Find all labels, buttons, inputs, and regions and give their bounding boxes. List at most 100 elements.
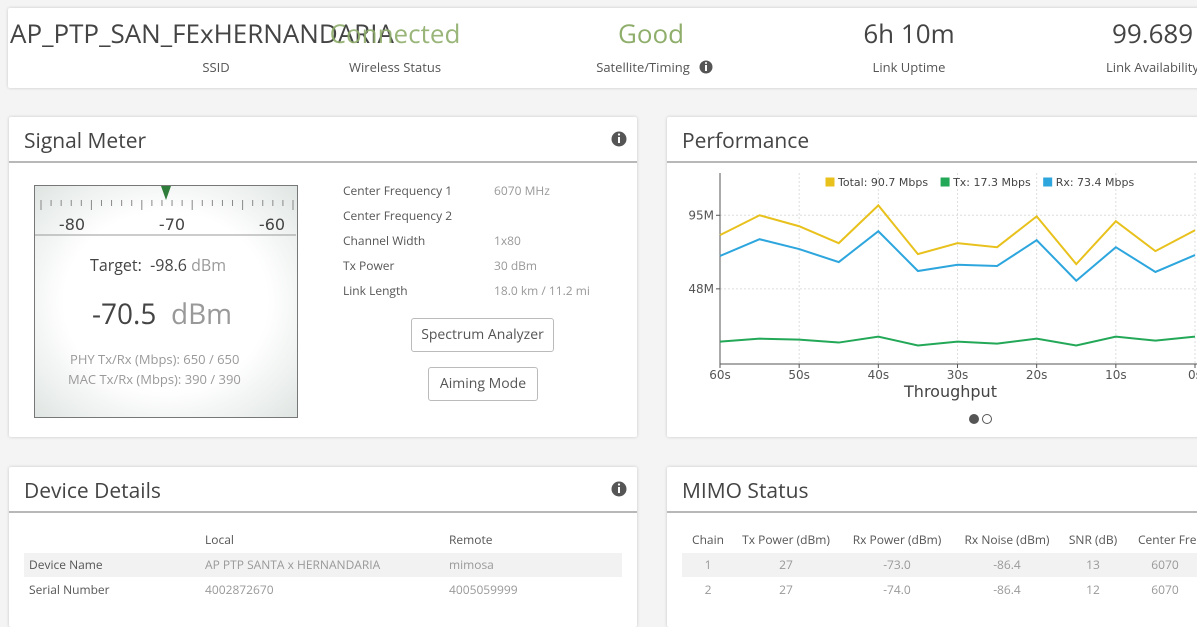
mac-label: MAC Tx/Rx (Mbps):	[68, 370, 182, 388]
info-label: Center Frequency 2	[343, 207, 453, 224]
carousel-dot[interactable]	[969, 414, 979, 424]
mac: MAC Tx/Rx (Mbps): 390 / 390	[68, 370, 241, 388]
device-details-panel	[9, 467, 637, 627]
phy-label: PHY Tx/Rx (Mbps):	[70, 350, 180, 368]
series-line	[719, 203, 1196, 266]
gauge-label: -70	[159, 215, 185, 234]
legend-swatch	[939, 176, 951, 188]
divider	[667, 161, 1197, 163]
cell: AP PTP SANTA x HERNANDARIA	[205, 556, 381, 573]
availability-value: 99.689	[1112, 15, 1194, 51]
gauge-label: -80	[59, 215, 85, 234]
cell: Serial Number	[29, 581, 110, 598]
series-line	[719, 335, 1196, 347]
timing-value: Good	[617, 15, 685, 51]
cell: 2	[704, 581, 712, 598]
info-label: Tx Power	[343, 257, 395, 274]
cell: 13	[1086, 556, 1100, 573]
divider	[9, 161, 637, 163]
series-line	[719, 229, 1196, 283]
cell: 4002872670	[205, 581, 274, 598]
cell: -73.0	[883, 556, 911, 573]
aiming-mode-button[interactable]: Aiming Mode	[428, 367, 538, 401]
info-label: Channel Width	[343, 232, 426, 249]
x-tick-label: 50s	[788, 368, 810, 382]
signal-unit: dBm	[170, 295, 233, 333]
uptime-value: 6h 10m	[863, 15, 955, 51]
legend-label: Tx: 17.3 Mbps	[952, 176, 1031, 189]
target-label: Target:	[90, 254, 142, 276]
phy-value: 650 / 650	[183, 350, 240, 368]
x-tick-label: 20s	[1026, 368, 1048, 382]
info-value: 6070 MHz	[494, 182, 550, 199]
signal-value: -70.5	[92, 295, 157, 333]
legend-swatch	[824, 176, 836, 188]
panel-title: Performance	[682, 127, 810, 155]
y-tick-label: 48M	[688, 282, 714, 296]
info-value: 18.0 km / 11.2 mi	[494, 282, 590, 299]
info-value: 30 dBm	[494, 257, 538, 274]
column-header: Chain	[692, 531, 724, 548]
row-bg	[24, 553, 622, 577]
info-label: Center Frequency 1	[343, 182, 453, 199]
availability-label: Link Availability	[1106, 58, 1197, 76]
target-value: -98.6	[150, 254, 187, 276]
timing-label: Satellite/Timing	[596, 58, 690, 76]
column-header: SNR (dB)	[1068, 531, 1118, 548]
legend-label: Total: 90.7 Mbps	[837, 176, 928, 189]
legend-swatch	[1042, 176, 1054, 188]
ssid-label: SSID	[202, 58, 230, 76]
mac-value: 390 / 390	[184, 370, 241, 388]
divider	[667, 511, 1197, 513]
cell: 27	[779, 581, 793, 598]
x-tick-label: 0s	[1188, 368, 1197, 382]
x-tick-label: 30s	[947, 368, 969, 382]
cell: mimosa	[449, 556, 494, 573]
info-value: 1x80	[494, 232, 521, 249]
phy: PHY Tx/Rx (Mbps): 650 / 650	[70, 350, 239, 368]
panel-title: Signal Meter	[24, 127, 147, 155]
cell: Device Name	[29, 556, 103, 573]
info-icon-glyph	[618, 65, 707, 493]
spectrum-analyzer-button[interactable]: Spectrum Analyzer	[411, 318, 554, 352]
legend-label: Rx: 73.4 Mbps	[1056, 176, 1135, 189]
x-tick-label: 60s	[709, 368, 731, 382]
column-header: Tx Power (dBm)	[742, 531, 830, 548]
carousel-dot[interactable]	[982, 414, 992, 424]
gauge-box	[34, 185, 298, 418]
info-label: Link Length	[343, 282, 408, 299]
signal: -70.5 dBm	[92, 295, 232, 333]
info-icon-dot	[617, 62, 707, 486]
uptime-label: Link Uptime	[872, 58, 946, 76]
panel-title: MIMO Status	[682, 477, 809, 505]
x-tick-label: 40s	[868, 368, 890, 382]
column-header: Center Frequency	[1138, 531, 1197, 548]
gauge-needle	[161, 186, 171, 200]
page: AP_PTP_SAN_FExHERNANDARIA SSID Connected…	[8, 8, 1197, 627]
performance-panel	[667, 117, 1197, 437]
cell: -74.0	[883, 581, 911, 598]
y-tick-label: 95M	[688, 208, 714, 222]
target-unit: dBm	[191, 254, 227, 276]
mimo-panel	[667, 467, 1197, 627]
wireless-status-value: Connected	[329, 15, 461, 51]
divider	[9, 511, 637, 513]
cell: 12	[1086, 581, 1100, 598]
ssid-value: AP_PTP_SAN_FExHERNANDARIA	[10, 15, 394, 51]
column-header: Local	[205, 531, 234, 548]
cell: -86.4	[993, 581, 1021, 598]
cell: 6070	[1151, 556, 1179, 573]
cell: 27	[779, 556, 793, 573]
chart-title: Throughput	[903, 382, 997, 401]
column-header: Rx Noise (dBm)	[964, 531, 1050, 548]
cell: 6070	[1151, 581, 1179, 598]
status-bar	[8, 8, 1197, 88]
info-icon	[611, 60, 713, 497]
cell: -86.4	[993, 556, 1021, 573]
row-bg	[682, 553, 1197, 577]
column-header: Remote	[449, 531, 493, 548]
cell: 4005059999	[449, 581, 518, 598]
cell: 1	[704, 556, 712, 573]
target: Target: -98.6 dBm	[90, 254, 226, 276]
overlay: -80 -70 -60 48M 95M 60s 50s 40s 30s 20s 10s 0s Throu…	[35, 60, 1197, 497]
